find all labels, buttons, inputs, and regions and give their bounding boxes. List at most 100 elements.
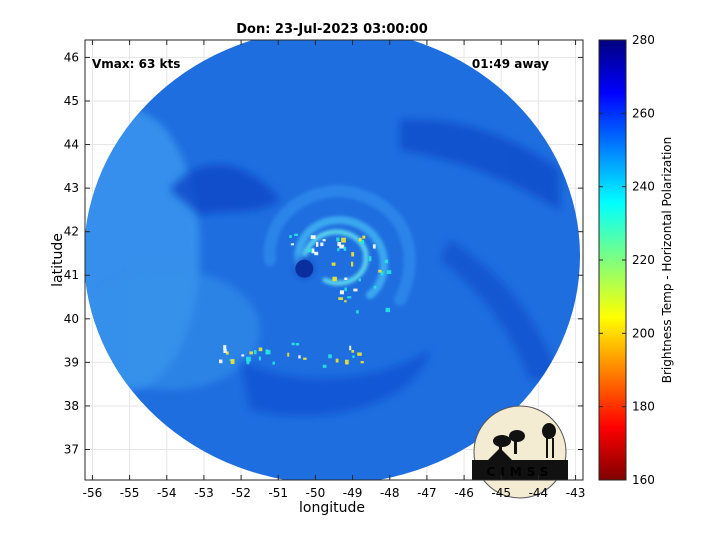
- convective-cell: [347, 296, 352, 299]
- convective-cell: [322, 364, 327, 368]
- convective-cell: [303, 357, 307, 360]
- convective-cell: [368, 256, 372, 262]
- convective-cell: [316, 242, 319, 247]
- convective-cell: [331, 262, 336, 266]
- x-tick-label: -50: [306, 486, 326, 500]
- convective-cell: [310, 235, 316, 239]
- y-tick-label: 42: [64, 225, 79, 239]
- convective-cell: [360, 361, 364, 364]
- chart-title: Don: 23-Jul-2023 03:00:00: [236, 22, 428, 37]
- colorbar-tick-label: 260: [632, 106, 655, 120]
- colorbar-tick-label: 200: [632, 326, 655, 340]
- colorbar-label: Brightness Temp - Horizontal Polarizatio…: [660, 137, 674, 384]
- y-tick-label: 41: [64, 268, 79, 282]
- vmax-annotation: Vmax: 63 kts: [92, 57, 180, 71]
- convective-cell: [307, 248, 313, 253]
- x-tick-label: -45: [491, 486, 511, 500]
- cold-band-south: [240, 350, 430, 417]
- convective-cell: [294, 233, 298, 236]
- cimss-logo: CIMSS: [472, 405, 568, 499]
- x-tick-label: -48: [380, 486, 400, 500]
- convective-cell: [337, 248, 340, 252]
- convective-cell: [314, 251, 319, 256]
- x-tick-label: -49: [343, 486, 363, 500]
- convective-cells: [219, 233, 392, 368]
- convective-cell: [344, 277, 348, 280]
- x-tick-label: -52: [231, 486, 251, 500]
- x-tick-label: -54: [157, 486, 177, 500]
- convective-cell: [362, 235, 366, 239]
- convective-cell: [385, 307, 391, 313]
- x-tick-label: -55: [120, 486, 140, 500]
- y-axis: 37 38 39 40 41 42 43 44 45 46: [64, 50, 583, 457]
- colorbar-tick-label: 160: [632, 473, 655, 487]
- x-tick-label: -56: [83, 486, 103, 500]
- x-axis-label: longitude: [299, 500, 365, 516]
- convective-cell: [291, 342, 295, 346]
- convective-cell: [373, 285, 377, 289]
- y-tick-label: 46: [64, 50, 79, 64]
- convective-cell: [249, 351, 253, 355]
- convective-cell: [351, 350, 355, 353]
- convective-cell: [335, 358, 339, 363]
- convective-cell: [349, 345, 352, 351]
- warm-cloud-west-2: [85, 270, 260, 390]
- convective-cell: [372, 244, 376, 249]
- convective-cell: [356, 310, 359, 314]
- x-tick-label: -46: [454, 486, 474, 500]
- convective-cell: [357, 352, 362, 356]
- time-away-annotation: 01:49 away: [472, 57, 549, 71]
- convective-cell: [384, 259, 389, 264]
- x-axis: -56 -55 -54 -53 -52 -51 -50 -49 -48 -47 -46 -45 -44 -…: [83, 40, 585, 500]
- colorbar-tick-label: 280: [632, 33, 655, 47]
- axes-frame: [84, 39, 584, 481]
- convective-cell: [338, 297, 343, 300]
- x-tick-label: -53: [194, 486, 214, 500]
- convective-cell: [344, 300, 347, 303]
- convective-cell: [322, 239, 326, 242]
- convective-cell: [358, 237, 362, 242]
- convective-cell: [223, 345, 227, 350]
- colorbar-tick-label: 240: [632, 180, 655, 194]
- colorbar-ticks: 160 180 200 220 240 260 280: [599, 33, 655, 487]
- colorbar: 160 180 200 220 240 260 280 Brightness Temp - …: [598, 33, 674, 487]
- x-tick-label: -47: [417, 486, 437, 500]
- colorbar-tick-label: 220: [632, 253, 655, 267]
- y-axis-label: latitude: [50, 233, 66, 287]
- colorbar-tick-label: 180: [632, 400, 655, 414]
- y-tick-label: 39: [64, 355, 79, 369]
- convective-cell: [226, 351, 229, 355]
- convective-cell: [351, 261, 354, 267]
- convective-cell: [337, 242, 341, 247]
- convective-cell: [265, 350, 271, 355]
- logo-text: CIMSS: [487, 465, 554, 479]
- convective-cell: [246, 359, 250, 365]
- y-tick-label: 45: [64, 94, 79, 108]
- convective-cell: [378, 269, 382, 273]
- y-tick-label: 40: [64, 312, 79, 326]
- convective-cell: [339, 290, 344, 295]
- convective-cell: [332, 276, 337, 282]
- colorbar-gradient: [598, 39, 627, 481]
- convective-cell: [246, 356, 251, 362]
- convective-cell: [289, 235, 292, 238]
- convective-cell: [298, 355, 301, 359]
- y-tick-label: 37: [64, 443, 79, 457]
- convective-cell: [343, 246, 347, 251]
- convective-cell: [358, 278, 361, 282]
- convective-cell: [386, 270, 392, 274]
- convective-cell: [241, 354, 245, 357]
- convective-cell: [380, 271, 384, 276]
- convective-cell: [344, 287, 347, 292]
- convective-cell: [351, 252, 355, 257]
- convective-cell: [353, 288, 358, 292]
- convective-cell: [223, 349, 227, 353]
- x-tick-label: -44: [529, 486, 549, 500]
- convective-cell: [290, 243, 294, 246]
- cold-band-north: [170, 164, 280, 215]
- y-tick-label: 44: [64, 138, 79, 152]
- convective-cell: [359, 240, 365, 244]
- convective-cell: [328, 354, 332, 359]
- cold-band-northeast: [400, 119, 560, 210]
